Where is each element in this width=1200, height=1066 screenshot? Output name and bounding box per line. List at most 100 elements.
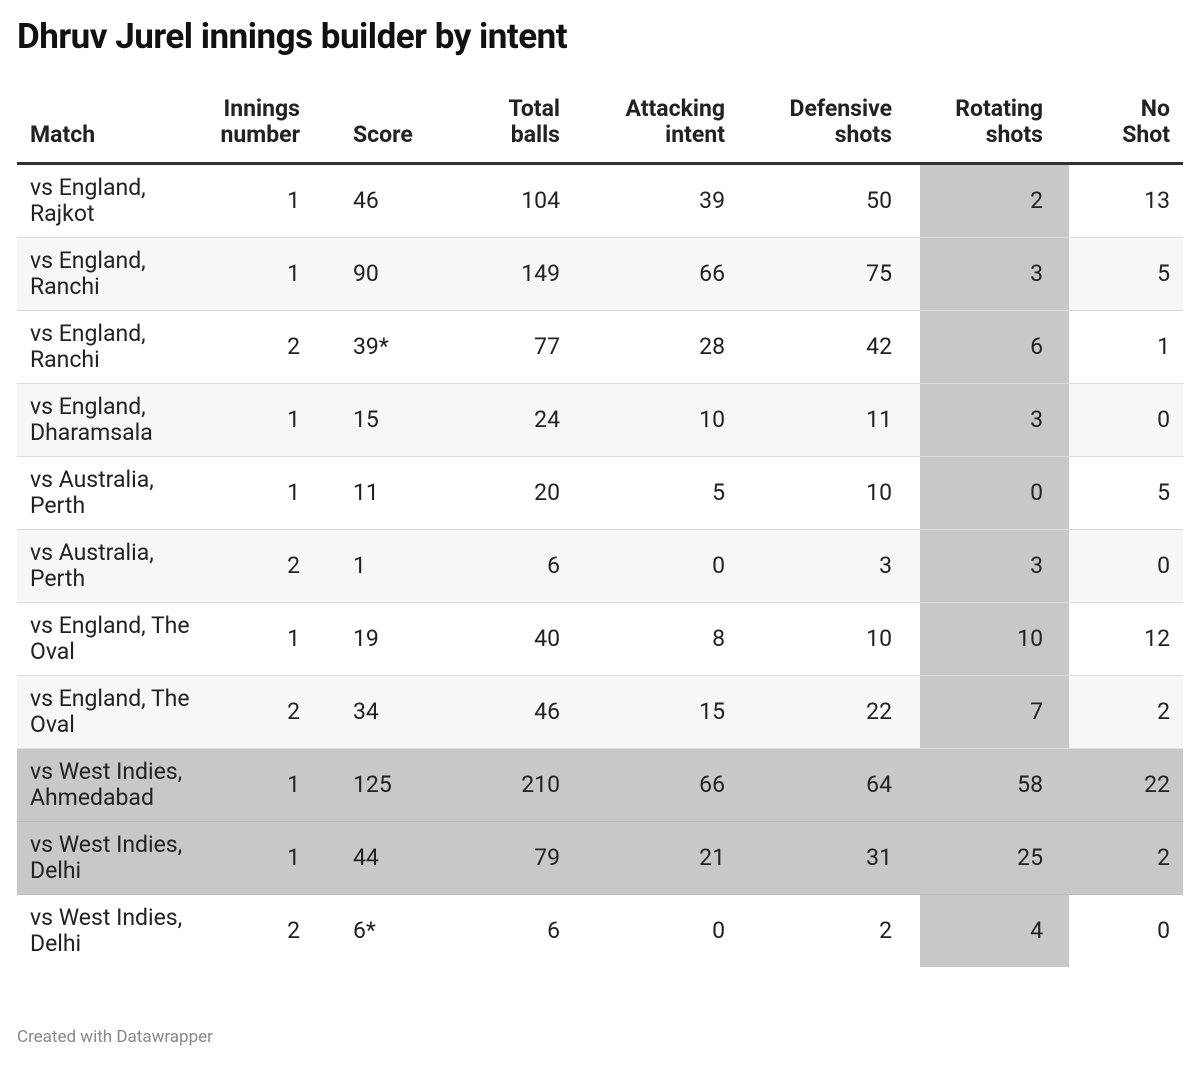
match-cell: vs England, The Oval	[17, 602, 190, 676]
table-row: vs England, Ranchi 1 90 149 66 75 3 5	[17, 237, 1183, 311]
header-text: Rotating shots	[955, 95, 1043, 148]
column-header: Defensive shots	[739, 95, 920, 165]
value-cell: 1	[314, 529, 420, 603]
header-text: Attacking intent	[625, 95, 725, 148]
value-cell: 125	[314, 748, 420, 822]
value-cell: 2	[879, 917, 892, 944]
match-cell: vs West Indies, Delhi	[30, 904, 183, 957]
match-cell: vs West Indies, Delhi	[17, 821, 190, 895]
match-cell: vs England, Ranchi	[17, 237, 190, 311]
value-cell: 15	[574, 675, 739, 749]
value-cell: 21	[574, 821, 739, 895]
value-cell: 22	[1069, 748, 1183, 822]
value-cell: 11	[739, 383, 920, 457]
value-cell: 2	[287, 917, 300, 944]
value-cell: 1	[190, 821, 314, 895]
value-cell: 90	[314, 237, 420, 311]
table-row: vs Australia, Perth 2 1 6 0 3 3 0	[17, 529, 1183, 603]
column-header: Attacking intent	[574, 95, 739, 165]
table-row: vs England, The Oval 2 34 46 15 22 7 2	[17, 675, 1183, 749]
value-cell: 19	[314, 602, 420, 676]
value-cell: 3	[920, 529, 1069, 603]
intent-table: Match Innings number Score Total balls Attac…	[17, 96, 1183, 967]
value-cell: 10	[739, 602, 920, 676]
table-row: vs England, Rajkot 1 46 104 39 50 2 13	[17, 163, 1183, 238]
match-cell: vs England, Ranchi	[17, 310, 190, 384]
value-cell: 2	[1069, 821, 1183, 895]
value-cell: 8	[574, 602, 739, 676]
value-cell: 50	[739, 163, 920, 238]
value-cell: 2	[1069, 675, 1183, 749]
value-cell: 5	[1069, 237, 1183, 311]
header-row: Match Innings number Score Total balls Attac…	[17, 95, 1183, 165]
value-cell: 2	[190, 675, 314, 749]
table-row: vs West Indies, Delhi 2 6* 6 0 2 4 0	[17, 894, 1183, 967]
value-cell: 22	[739, 675, 920, 749]
title: Dhruv Jurel innings builder by intent	[17, 16, 568, 57]
value-cell: 104	[420, 163, 574, 238]
match-cell: vs Australia, Perth	[17, 529, 190, 603]
value-cell: 79	[420, 821, 574, 895]
value-cell: 58	[920, 748, 1069, 822]
header-text: Total balls	[508, 95, 560, 148]
value-cell: 11	[314, 456, 420, 530]
value-cell: 10	[920, 602, 1069, 676]
column-header: Rotating shots	[920, 95, 1069, 165]
value-cell: 0	[712, 917, 725, 944]
value-cell: 40	[420, 602, 574, 676]
header-text: Innings number	[220, 95, 301, 148]
column-header: No Shot	[1069, 95, 1183, 165]
value-cell: 15	[314, 383, 420, 457]
match-cell: vs England, Dharamsala	[17, 383, 190, 457]
table-row: vs England, Ranchi 2 39* 77 28 42 6 1	[17, 310, 1183, 384]
value-cell: 10	[739, 456, 920, 530]
table-row: vs West Indies, Delhi 1 44 79 21 31 25 2	[17, 821, 1183, 895]
value-cell: 0	[1069, 529, 1183, 603]
value-cell: 3	[920, 383, 1069, 457]
value-cell: 1	[190, 237, 314, 311]
value-cell: 210	[420, 748, 574, 822]
value-cell: 6*	[353, 917, 376, 944]
value-cell: 0	[1069, 383, 1183, 457]
value-cell: 66	[574, 748, 739, 822]
match-cell: vs West Indies, Ahmedabad	[17, 748, 190, 822]
value-cell: 1	[190, 602, 314, 676]
value-cell: 46	[314, 163, 420, 238]
value-cell: 25	[920, 821, 1069, 895]
value-cell: 64	[739, 748, 920, 822]
header-text: Score	[353, 121, 413, 148]
value-cell: 3	[739, 529, 920, 603]
value-cell: 1	[190, 456, 314, 530]
header-text: Defensive shots	[789, 95, 892, 148]
value-cell: 75	[739, 237, 920, 311]
value-cell: 2	[190, 529, 314, 603]
column-header: Score	[314, 96, 420, 165]
column-header: Innings number	[190, 95, 314, 165]
value-cell: 13	[1069, 163, 1183, 238]
column-header: Total balls	[420, 95, 574, 165]
table-row: vs England, Dharamsala 1 15 24 10 11 3 0	[17, 383, 1183, 457]
table-row: vs West Indies, Ahmedabad 1 125 210 66 64 58 22	[17, 748, 1183, 822]
value-cell: 39	[574, 163, 739, 238]
value-cell: 6	[547, 917, 560, 944]
value-cell: 0	[920, 456, 1069, 530]
value-cell: 0	[574, 529, 739, 603]
value-cell: 34	[314, 675, 420, 749]
value-cell: 6	[420, 529, 574, 603]
value-cell: 2	[190, 310, 314, 384]
value-cell: 77	[420, 310, 574, 384]
value-cell: 1	[190, 748, 314, 822]
table-row: vs Australia, Perth 1 11 20 5 10 0 5	[17, 456, 1183, 530]
match-cell: vs England, The Oval	[17, 675, 190, 749]
value-cell: 24	[420, 383, 574, 457]
match-cell: vs England, Rajkot	[17, 163, 190, 238]
value-cell: 39*	[314, 310, 420, 384]
table-row: vs England, The Oval 1 19 40 8 10 10 12	[17, 602, 1183, 676]
value-cell: 149	[420, 237, 574, 311]
match-cell: vs Australia, Perth	[17, 456, 190, 530]
value-cell: 0	[1157, 917, 1170, 944]
value-cell: 10	[574, 383, 739, 457]
header-text: No Shot	[1122, 95, 1170, 148]
value-cell: 7	[920, 675, 1069, 749]
